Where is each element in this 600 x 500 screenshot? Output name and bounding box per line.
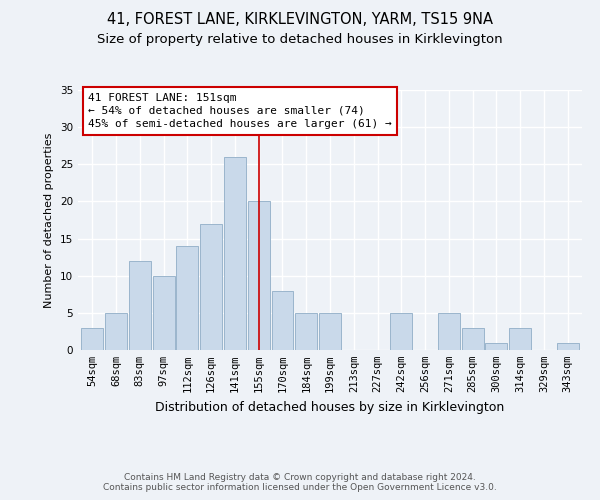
- Bar: [485, 342, 508, 350]
- Bar: [557, 342, 578, 350]
- Bar: [224, 157, 246, 350]
- Bar: [105, 313, 127, 350]
- Text: 41, FOREST LANE, KIRKLEVINGTON, YARM, TS15 9NA: 41, FOREST LANE, KIRKLEVINGTON, YARM, TS…: [107, 12, 493, 28]
- Bar: [248, 202, 269, 350]
- Bar: [391, 313, 412, 350]
- Bar: [272, 290, 293, 350]
- Bar: [462, 328, 484, 350]
- Bar: [200, 224, 222, 350]
- Bar: [509, 328, 531, 350]
- Text: Contains HM Land Registry data © Crown copyright and database right 2024.
Contai: Contains HM Land Registry data © Crown c…: [103, 473, 497, 492]
- Bar: [129, 261, 151, 350]
- Bar: [82, 328, 103, 350]
- Bar: [152, 276, 175, 350]
- Bar: [319, 313, 341, 350]
- Bar: [295, 313, 317, 350]
- Text: 41 FOREST LANE: 151sqm
← 54% of detached houses are smaller (74)
45% of semi-det: 41 FOREST LANE: 151sqm ← 54% of detached…: [88, 92, 392, 129]
- Y-axis label: Number of detached properties: Number of detached properties: [44, 132, 55, 308]
- Bar: [438, 313, 460, 350]
- Bar: [176, 246, 198, 350]
- Text: Size of property relative to detached houses in Kirklevington: Size of property relative to detached ho…: [97, 32, 503, 46]
- X-axis label: Distribution of detached houses by size in Kirklevington: Distribution of detached houses by size …: [155, 400, 505, 413]
